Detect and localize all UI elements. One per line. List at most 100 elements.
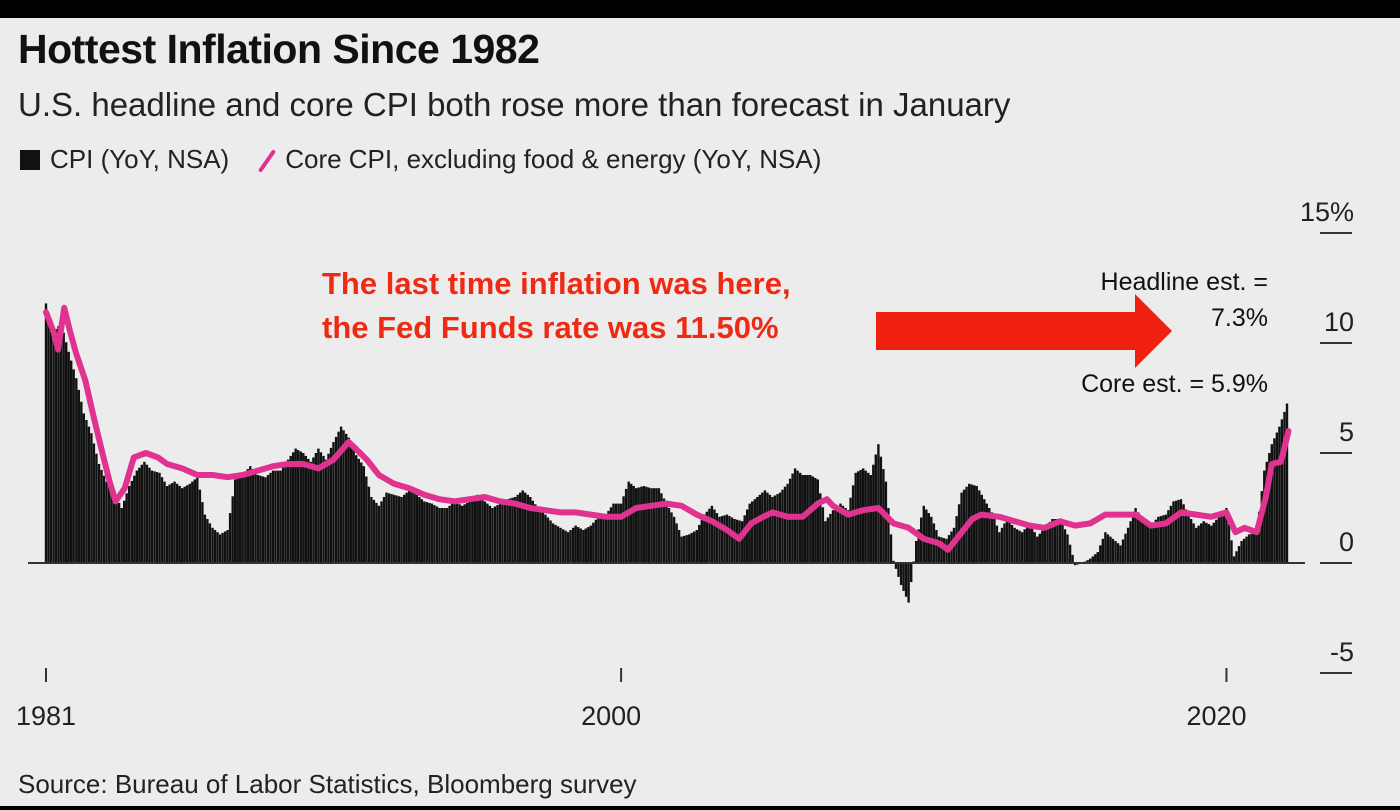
headline-est-line2: 7.3% <box>1211 304 1268 332</box>
cpi-bar <box>261 476 265 563</box>
cpi-bar <box>942 538 946 563</box>
cpi-bar <box>1137 512 1140 563</box>
cpi-bar <box>574 525 577 563</box>
y-tick-label: 0 <box>1339 527 1354 557</box>
cpi-bar <box>917 529 920 563</box>
cpi-bar <box>1154 519 1157 563</box>
cpi-bar <box>496 505 499 563</box>
cpi-bar <box>526 494 529 563</box>
cpi-bar <box>360 462 363 563</box>
cpi-bar <box>622 496 625 563</box>
cpi-bar <box>1222 510 1226 563</box>
core-est-label: Core est. = 5.9% <box>1081 370 1268 398</box>
cpi-bar <box>763 490 767 563</box>
cpi-bar <box>145 464 149 563</box>
cpi-bar <box>513 497 517 563</box>
cpi-bar <box>362 466 365 563</box>
cpi-bar <box>816 479 819 563</box>
cpi-bar <box>713 509 716 563</box>
cpi-bar <box>1023 529 1026 563</box>
cpi-bar <box>294 448 297 563</box>
cpi-bar <box>423 501 426 563</box>
cpi-bar <box>443 508 446 563</box>
cpi-bar <box>733 519 736 563</box>
cpi-bar <box>375 502 378 563</box>
cpi-bar <box>990 512 994 563</box>
chart-title: Hottest Inflation Since 1982 <box>18 26 540 72</box>
cpi-bar <box>281 466 285 563</box>
cpi-bar <box>163 481 166 563</box>
cpi-bar <box>410 491 413 563</box>
cpi-bar <box>988 508 991 563</box>
cpi-bar <box>339 426 343 563</box>
cpi-bar <box>1058 519 1062 563</box>
cpi-bar <box>899 563 903 585</box>
cpi-bar <box>809 475 812 563</box>
cpi-bar <box>572 527 575 563</box>
cpi-bar <box>468 501 471 563</box>
cpi-bar <box>753 499 756 563</box>
red-note-line2: the Fed Funds rate was 11.50% <box>322 310 779 345</box>
cpi-bar <box>448 505 451 563</box>
cpi-bar <box>244 472 247 563</box>
cpi-bar <box>788 478 792 563</box>
cpi-bar <box>993 519 996 563</box>
cpi-bar <box>1101 538 1104 563</box>
cpi-bar <box>1152 522 1155 563</box>
cpi-bar <box>473 497 476 563</box>
cpi-bar <box>1195 527 1198 563</box>
cpi-bar <box>241 475 244 563</box>
cpi-bar <box>657 488 661 563</box>
cpi-bar <box>1131 514 1135 563</box>
cpi-bar <box>1278 426 1281 563</box>
cpi-bar <box>438 508 441 563</box>
cpi-bar <box>400 497 403 563</box>
cpi-bar <box>541 512 545 563</box>
cpi-bar <box>723 515 726 563</box>
cpi-bar <box>125 493 128 563</box>
cpi-bar <box>834 508 837 563</box>
cpi-bar <box>1142 521 1145 563</box>
cpi-bar <box>1129 521 1132 563</box>
cpi-bar <box>322 455 325 563</box>
cpi-bar <box>165 486 169 563</box>
cpi-bar <box>627 481 630 563</box>
cpi-bar <box>756 497 759 563</box>
cpi-bar <box>695 530 698 563</box>
cpi-bar <box>667 508 671 563</box>
cpi-bar <box>1149 525 1152 563</box>
cpi-bar <box>1036 536 1039 563</box>
cpi-bar <box>1159 516 1163 563</box>
cpi-bar <box>887 508 890 563</box>
cpi-bar <box>143 461 146 563</box>
cpi-bar <box>1033 532 1036 563</box>
cpi-bar <box>670 512 673 563</box>
cpi-bar <box>1028 523 1031 563</box>
cpi-bar <box>587 527 590 563</box>
cpi-bar <box>135 470 138 563</box>
cpi-bar <box>662 498 666 563</box>
cpi-bar <box>1237 546 1241 563</box>
cpi-bar <box>516 494 519 563</box>
cpi-bar <box>327 453 330 563</box>
cpi-bar <box>1116 543 1120 563</box>
cpi-bar <box>128 486 131 563</box>
cpi-bar <box>211 527 214 563</box>
cpi-bar <box>677 530 681 563</box>
cpi-bar <box>332 442 335 563</box>
cpi-bar <box>1073 563 1077 566</box>
cpi-bar <box>851 485 855 563</box>
cpi-bar <box>309 461 312 563</box>
cpi-bar <box>725 514 729 563</box>
cpi-bar <box>226 530 229 563</box>
cpi-bar <box>690 532 693 563</box>
cpi-bar <box>998 532 1001 563</box>
cpi-bar <box>1147 524 1150 563</box>
cpi-bar <box>1048 521 1052 563</box>
cpi-bar <box>766 492 769 563</box>
cpi-bar <box>846 510 850 563</box>
cpi-bar <box>665 503 668 563</box>
cpi-bar <box>1184 509 1188 563</box>
cpi-bar <box>768 494 772 563</box>
cpi-bar <box>675 523 678 563</box>
